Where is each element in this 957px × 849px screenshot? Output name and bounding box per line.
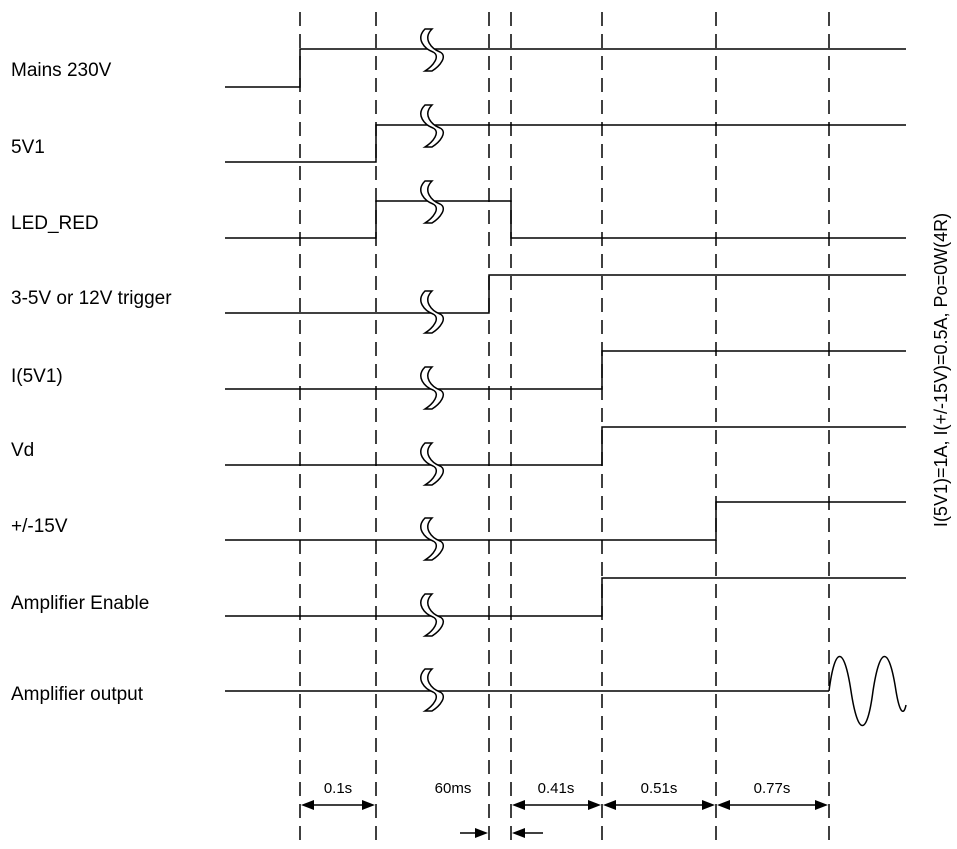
arrow-left-icon xyxy=(301,800,314,810)
time-break-icon xyxy=(420,104,444,148)
arrow-left-icon xyxy=(512,828,525,838)
arrow-right-icon xyxy=(475,828,488,838)
signal-label-led-red: LED_RED xyxy=(11,213,99,234)
time-break-icon xyxy=(420,28,444,72)
arrow-left-icon xyxy=(512,800,525,810)
arrow-left-icon xyxy=(603,800,616,810)
interval-arrows xyxy=(301,800,828,838)
signal-label-amp-enable: Amplifier Enable xyxy=(11,593,149,614)
time-break-icon xyxy=(420,180,444,224)
interval-label-mains-to-5v1: 0.1s xyxy=(324,780,352,797)
signal-label-pm15v: +/-15V xyxy=(11,516,68,537)
time-break-icon xyxy=(420,290,444,334)
time-break-symbols xyxy=(420,28,444,712)
signal-label-i-5v1: I(5V1) xyxy=(11,366,63,387)
waveform-i-5v1 xyxy=(225,350,906,390)
interval-label-current-to-15v: 0.51s xyxy=(641,780,678,797)
time-break-icon xyxy=(420,366,444,410)
interval-label-trigger-to-current: 0.41s xyxy=(538,780,575,797)
waveform-amp-enable xyxy=(225,577,906,617)
arrow-left-icon xyxy=(717,800,730,810)
time-break-icon xyxy=(420,442,444,486)
signal-label-5v1: 5V1 xyxy=(11,137,45,158)
signal-label-mains: Mains 230V xyxy=(11,60,112,81)
signal-label-vd: Vd xyxy=(11,440,34,461)
arrow-right-icon xyxy=(815,800,828,810)
waveform-5v1 xyxy=(225,124,906,163)
interval-label-15v-to-output: 0.77s xyxy=(754,780,791,797)
time-break-icon xyxy=(420,593,444,637)
time-break-icon xyxy=(420,668,444,712)
waveform-vd xyxy=(225,426,906,466)
waveform-mains xyxy=(225,48,906,88)
signal-labels: Mains 230V 5V1 LED_RED 3-5V or 12V trigg… xyxy=(11,60,172,705)
side-note: I(5V1)=1A, I(+/-15V)=0.5A, Po=0W(4R) xyxy=(931,213,951,527)
waveform-pm15v xyxy=(225,501,906,541)
signal-label-trigger: 3-5V or 12V trigger xyxy=(11,288,172,309)
arrow-right-icon xyxy=(702,800,715,810)
waveforms xyxy=(225,48,907,726)
waveform-amp-output-sine xyxy=(828,656,907,726)
signal-label-amp-output: Amplifier output xyxy=(11,684,144,705)
event-markers xyxy=(299,12,830,845)
arrow-right-icon xyxy=(362,800,375,810)
waveform-led-red xyxy=(225,200,906,239)
arrow-right-icon xyxy=(588,800,601,810)
time-break-icon xyxy=(420,517,444,561)
waveform-trigger xyxy=(225,274,906,314)
interval-labels: 0.1s 60ms 0.41s 0.51s 0.77s xyxy=(324,780,791,797)
interval-label-led-to-trigger: 60ms xyxy=(435,780,472,797)
